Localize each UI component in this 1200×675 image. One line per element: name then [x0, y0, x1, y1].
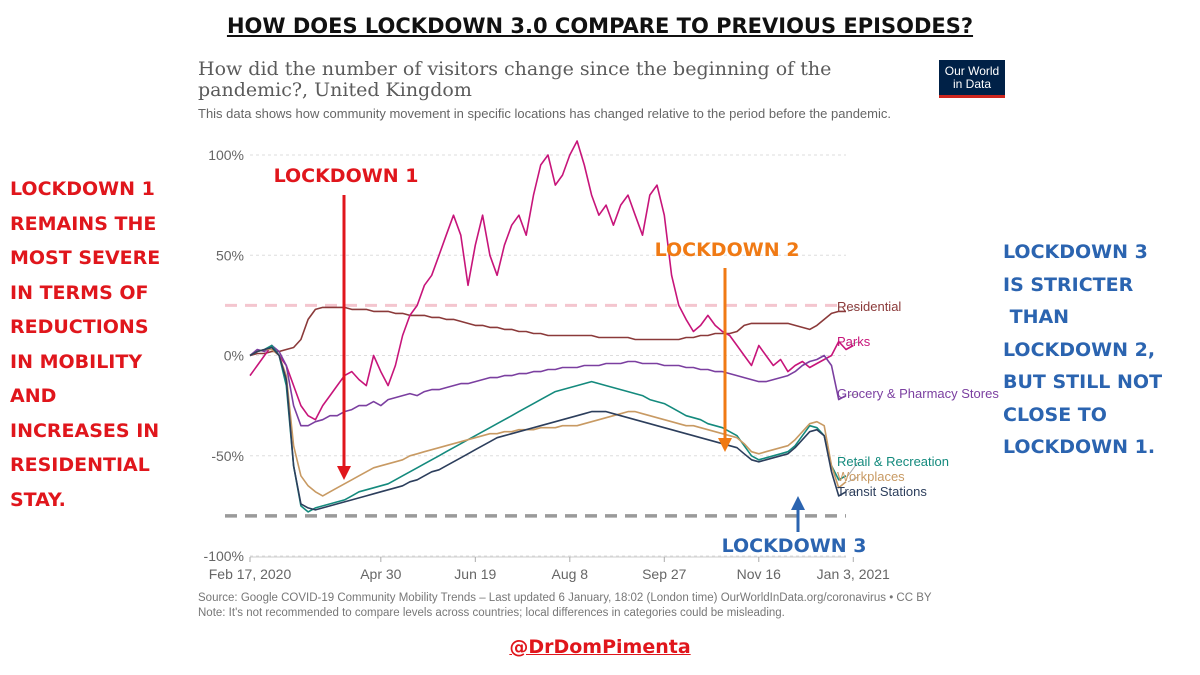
series-label-leader: [847, 341, 859, 346]
lockdown-3-label: LOCKDOWN 3: [722, 535, 867, 557]
x-tick-label: Jan 3, 2021: [817, 566, 890, 582]
series-end-label: Workplaces: [837, 469, 905, 484]
x-tick-label: Apr 30: [360, 566, 401, 582]
series-line: [249, 348, 847, 497]
left-annotation-line: INCREASES IN: [10, 419, 160, 442]
note-line: Note: It's not recommended to compare le…: [198, 607, 785, 619]
left-annotation-line: AND: [10, 385, 57, 407]
series-line: [249, 346, 847, 511]
lockdown-2-label: LOCKDOWN 2: [655, 239, 800, 261]
series-label-leader: [847, 461, 859, 477]
series-line: [249, 140, 854, 421]
right-annotation-line: THAN: [1003, 306, 1070, 328]
series-line: [249, 344, 847, 513]
series-end-label: Grocery & Pharmacy Stores: [837, 386, 999, 401]
series-label-leader: [847, 476, 859, 483]
chart-title-line-1: How did the number of visitors change si…: [198, 58, 832, 80]
y-tick-label: 100%: [208, 147, 244, 163]
lockdown-arrowhead: [791, 496, 805, 510]
left-annotation-line: LOCKDOWN 1: [10, 178, 155, 200]
lockdown-arrowhead: [718, 438, 732, 452]
right-annotation-line: IS STRICTER: [1003, 273, 1134, 296]
right-annotation-line: CLOSE TO: [1003, 403, 1107, 426]
left-annotation: LOCKDOWN 1 REMAINS THE MOST SEVERE IN TE…: [10, 172, 190, 517]
lockdown-arrowhead: [337, 466, 351, 480]
series-end-label: Residential: [837, 299, 901, 314]
right-annotation-line: LOCKDOWN 3: [1003, 241, 1148, 263]
series-end-label: Parks: [837, 334, 871, 349]
series-label-leader: [847, 306, 859, 312]
source-note: Source: Google COVID-19 Community Mobili…: [198, 591, 932, 621]
right-annotation-line: LOCKDOWN 2,: [1003, 338, 1156, 361]
owid-logo[interactable]: Our World in Data: [939, 60, 1005, 98]
left-annotation-line: RESIDENTIAL: [10, 454, 150, 476]
x-tick-label: Nov 16: [737, 566, 782, 582]
source-line: Source: Google COVID-19 Community Mobili…: [198, 591, 932, 606]
source-link[interactable]: OurWorldInData.org/coronavirus • CC BY: [720, 592, 932, 604]
x-tick-label: Jun 19: [454, 566, 496, 582]
right-annotation: LOCKDOWN 3 IS STRICTER THAN LOCKDOWN 2, …: [1003, 236, 1198, 464]
x-tick-label: Feb 17, 2020: [209, 566, 292, 582]
y-tick-label: 50%: [216, 247, 244, 263]
left-annotation-line: IN MOBILITY: [10, 350, 143, 373]
owid-logo-line-2: in Data: [952, 76, 992, 91]
series-end-label: Transit Stations: [837, 484, 927, 499]
author-handle[interactable]: @DrDomPimenta: [509, 636, 691, 658]
right-annotation-line: LOCKDOWN 1.: [1003, 436, 1156, 458]
right-annotation-line: BUT STILL NOT: [1003, 371, 1163, 393]
y-tick-label: -100%: [204, 548, 244, 564]
series-label-leader: [847, 393, 859, 397]
chart-subtitle: This data shows how community movement i…: [198, 106, 891, 121]
chart-title: How did the number of visitors change si…: [198, 59, 898, 101]
y-tick-label: -50%: [211, 448, 244, 464]
left-annotation-line: STAY.: [10, 488, 66, 511]
source-text: Source: Google COVID-19 Community Mobili…: [198, 592, 718, 604]
chart-title-line-2: pandemic?, United Kingdom: [198, 79, 472, 101]
headline: HOW DOES LOCKDOWN 3.0 COMPARE TO PREVIOU…: [226, 14, 974, 38]
series-line: [249, 306, 846, 357]
series-line: [249, 344, 847, 427]
left-annotation-line: REMAINS THE: [10, 212, 157, 235]
x-tick-label: Aug 8: [552, 566, 589, 582]
x-tick-label: Sep 27: [642, 566, 687, 582]
owid-logo-line-1: Our World: [944, 63, 1000, 78]
left-annotation-line: REDUCTIONS: [10, 316, 149, 338]
left-annotation-line: IN TERMS OF: [10, 281, 149, 304]
series-end-label: Retail & Recreation: [837, 454, 949, 469]
lockdown-1-label: LOCKDOWN 1: [274, 165, 419, 187]
left-annotation-line: MOST SEVERE: [10, 247, 161, 269]
y-tick-label: 0%: [224, 348, 244, 364]
